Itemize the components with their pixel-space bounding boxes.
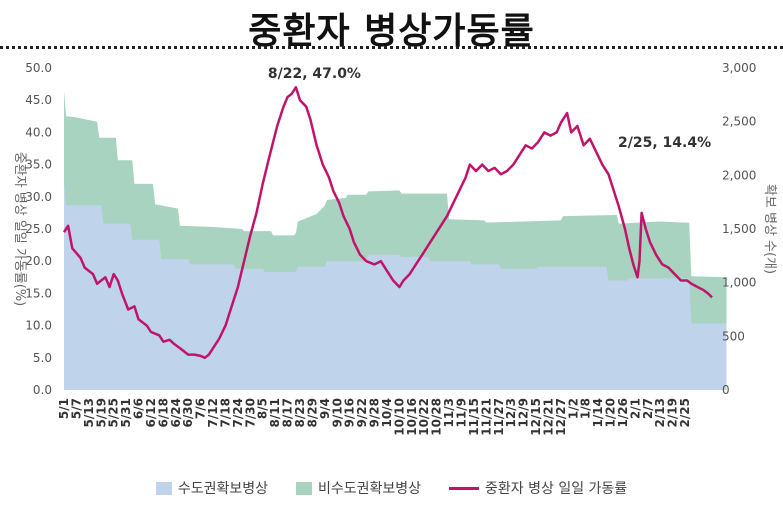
legend-swatch-noncapital [295,481,312,495]
x-tick-label: 2/19 [666,398,680,427]
occupancy-chart: 0.0 5.0 10.0 15.0 20.0 25.0 30.0 35.0 40.0 45.0 50… [12,61,777,436]
left-tick-label: 20.0 [25,254,52,268]
legend-label-noncapital: 비수도권확보병상 [317,481,422,497]
x-tick-label: 5/1 [57,398,71,419]
left-tick-label: 10.0 [25,319,52,333]
x-tick-label: 11/9 [455,398,469,427]
x-tick-label: 1/14 [591,398,605,427]
legend-item-rate: 중환자 병상 일일 가동률 [449,478,627,498]
x-tick-label: 5/31 [119,398,133,427]
left-tick-label: 25.0 [25,222,52,236]
right-tick-label: 2,000 [722,168,756,182]
x-tick-label: 11/15 [467,398,481,436]
legend-label-capital: 수도권확보병상 [177,481,268,497]
left-axis-title: 중환자 병상 일일 가동률(%) [12,152,27,307]
x-tick-label: 12/15 [529,398,543,436]
x-tick-label: 11/21 [479,398,493,436]
x-tick-label: 10/4 [380,398,394,427]
x-tick-label: 8/17 [281,398,295,427]
x-tick-label: 12/3 [504,398,518,427]
x-tick-label: 6/24 [169,398,183,427]
left-tick-label: 30.0 [25,190,52,204]
x-tick-label: 11/27 [492,398,506,436]
x-tick-label: 1/26 [616,398,630,427]
x-tick-label: 7/24 [231,398,245,427]
x-tick-label: 7/12 [206,398,220,427]
x-tick-label: 9/22 [355,398,369,427]
chart-legend: 수도권확보병상 비수도권확보병상 중환자 병상 일일 가동률 [0,478,783,498]
legend-swatch-rate [449,486,480,490]
left-tick-label: 35.0 [25,158,52,172]
x-tick-label: 12/27 [554,398,568,436]
right-tick-label: 2,500 [722,115,756,129]
x-tick-label: 2/25 [678,398,692,427]
x-tick-label: 8/5 [256,398,270,419]
left-tick-label: 5.0 [33,351,52,365]
x-tick-label: 5/19 [94,398,108,427]
x-tick-label: 12/21 [541,398,555,436]
left-tick-label: 40.0 [25,125,52,139]
x-tick-label: 2/1 [628,398,642,419]
left-tick-label: 45.0 [25,93,52,107]
x-tick-label: 8/29 [305,398,319,427]
legend-item-noncapital: 비수도권확보병상 [295,478,422,498]
x-tick-label: 9/16 [343,398,357,427]
x-tick-label: 5/13 [82,398,96,427]
x-tick-label: 5/7 [69,398,83,419]
x-tick-label: 6/12 [144,398,158,427]
x-tick-label: 6/6 [132,398,146,419]
x-tick-label: 1/20 [604,398,618,427]
left-tick-label: 50.0 [25,61,52,75]
x-tick-label: 6/30 [181,398,195,427]
x-tick-label: 6/18 [156,398,170,427]
x-tick-label: 10/28 [430,398,444,436]
right-tick-label: 1,000 [722,276,756,290]
annotation-peak: 8/22, 47.0% [268,66,361,82]
legend-swatch-capital [155,481,172,495]
right-tick-label: 1,500 [722,222,756,236]
x-tick-label: 9/4 [318,398,332,419]
x-tick-label: 12/9 [517,398,531,427]
x-tick-label: 8/23 [293,398,307,427]
x-tick-label: 9/28 [368,398,382,427]
left-tick-label: 15.0 [25,286,52,300]
x-tick-label: 8/11 [268,398,282,427]
x-tick-label: 2/13 [653,398,667,427]
legend-label-rate: 중환자 병상 일일 가동률 [485,481,628,497]
area-capital [64,180,727,390]
x-tick-label: 1/2 [566,398,580,419]
x-tick-label: 2/7 [641,398,655,419]
right-tick-label: 500 [722,329,745,343]
x-tick-label: 11/3 [442,398,456,427]
chart-title: 중환자 병상가동률 [248,11,535,52]
right-tick-label: 0 [722,383,730,397]
x-tick-label: 10/10 [392,398,406,436]
right-tick-label: 3,000 [722,61,756,75]
x-tick-label: 7/30 [243,398,257,427]
x-tick-label: 10/16 [405,398,419,436]
x-tick-label: 1/8 [579,398,593,419]
legend-item-capital: 수도권확보병상 [155,478,268,498]
line-occupancy-rate [62,86,713,360]
x-tick-label: 5/25 [107,398,121,427]
x-tick-label: 9/10 [330,398,344,427]
annotation-latest: 2/25, 14.4% [618,135,711,151]
title-divider [0,46,783,49]
x-tick-label: 10/22 [417,398,431,436]
left-tick-label: 0.0 [33,383,52,397]
x-tick-label: 7/6 [194,398,208,419]
right-axis-title: 확보 병상 수(개) [762,184,777,274]
x-tick-label: 7/18 [219,398,233,427]
